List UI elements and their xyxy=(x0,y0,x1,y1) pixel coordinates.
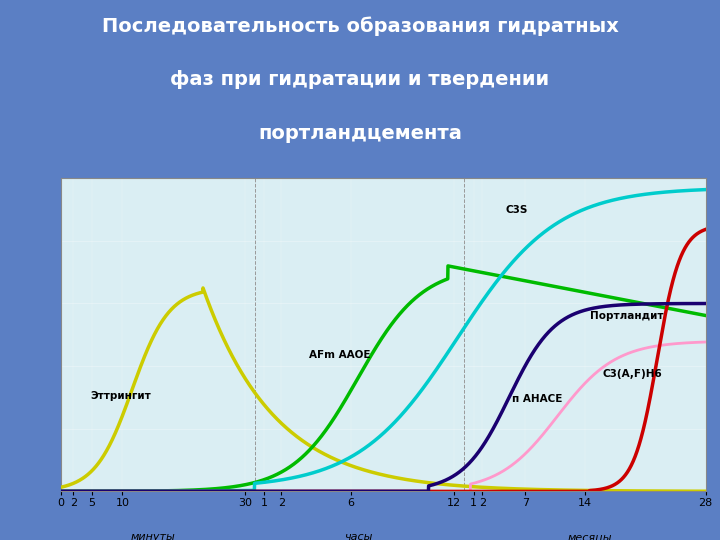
Text: портландцемента: портландцемента xyxy=(258,124,462,143)
Text: Эттрингит: Эттрингит xyxy=(90,391,151,401)
Text: минуты: минуты xyxy=(130,532,176,540)
Text: п АНАСЕ: п АНАСЕ xyxy=(513,394,562,404)
Text: C3(A,F)H6: C3(A,F)H6 xyxy=(603,369,662,379)
Text: фаз при гидратации и твердении: фаз при гидратации и твердении xyxy=(171,70,549,89)
Text: часы: часы xyxy=(345,532,374,540)
Text: C3S: C3S xyxy=(506,205,528,214)
Text: Портландит: Портландит xyxy=(590,311,663,321)
Text: AFm ААОЕ: AFm ААОЕ xyxy=(310,350,371,360)
Text: месяцы: месяцы xyxy=(567,532,612,540)
Text: Последовательность образования гидратных: Последовательность образования гидратных xyxy=(102,16,618,36)
